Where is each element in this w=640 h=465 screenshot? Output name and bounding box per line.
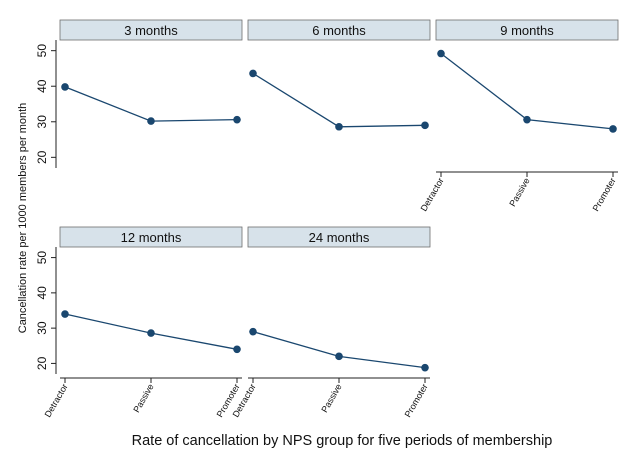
panel-strip — [247, 226, 431, 248]
data-point-promoter — [233, 345, 241, 354]
y-tick-label: 40 — [35, 79, 49, 93]
data-point-detractor — [249, 69, 257, 78]
data-point-detractor — [249, 327, 257, 336]
x-tick-label: Promoter — [591, 176, 618, 213]
data-point-passive — [335, 122, 343, 131]
data-point-passive — [147, 329, 155, 337]
panel-strip — [435, 19, 619, 41]
panel-strip — [59, 226, 243, 248]
panel-title: 3 months — [124, 23, 178, 38]
panel-3: 9 months Detractor Passive Promoter — [419, 19, 619, 213]
panel-2: 6 months — [247, 19, 431, 131]
panel-title: 6 months — [312, 23, 366, 38]
data-point-promoter — [421, 121, 429, 130]
y-tick-label: 30 — [35, 321, 49, 335]
panel-strip — [59, 19, 243, 41]
y-tick-label: 50 — [35, 44, 49, 58]
x-axis-caption: Rate of cancellation by NPS group for fi… — [132, 433, 553, 449]
y-tick-label: 50 — [35, 251, 49, 265]
x-tick-label: Passive — [131, 382, 155, 414]
y-tick-label: 20 — [35, 150, 49, 164]
series-line — [64, 86, 238, 122]
series-line — [252, 72, 426, 128]
data-point-passive — [523, 115, 531, 124]
data-point-promoter — [609, 125, 617, 133]
data-point-passive — [335, 352, 343, 361]
panel-1: 3 months 20 30 40 50 — [35, 19, 243, 168]
x-tick-label: Detractor — [419, 176, 446, 213]
panel-title: 9 months — [500, 23, 554, 38]
data-point-promoter — [233, 115, 241, 124]
panel-strip — [247, 19, 431, 41]
data-point-detractor — [61, 310, 69, 318]
x-tick-label: Passive — [319, 382, 343, 414]
panel-title: 12 months — [121, 230, 182, 245]
data-point-promoter — [421, 363, 429, 372]
data-point-passive — [147, 117, 155, 125]
x-tick-label: Detractor — [43, 382, 70, 419]
panel-title: 24 months — [309, 230, 370, 245]
x-tick-label: Passive — [507, 176, 531, 208]
y-tick-label: 20 — [35, 356, 49, 370]
series-line — [252, 331, 426, 369]
x-tick-label: Promoter — [403, 382, 430, 419]
data-point-detractor — [61, 83, 69, 91]
data-point-detractor — [437, 49, 445, 58]
y-tick-label: 30 — [35, 115, 49, 129]
y-tick-label: 40 — [35, 286, 49, 300]
y-axis-title: Cancellation rate per 1000 members per m… — [17, 103, 29, 334]
